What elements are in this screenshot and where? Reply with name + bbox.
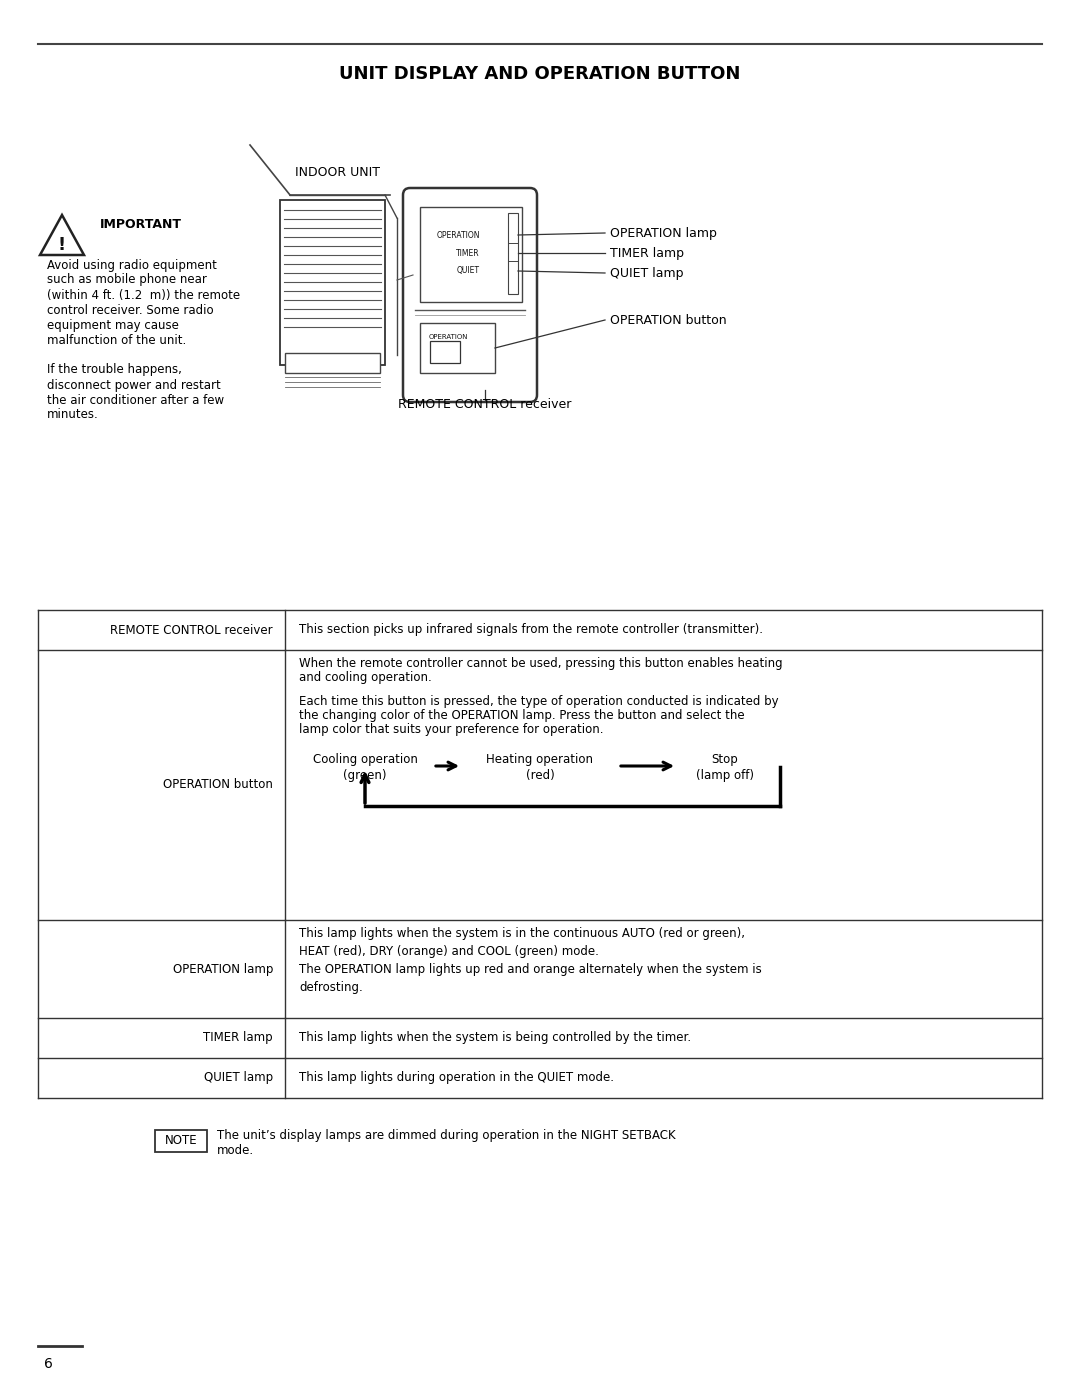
- Text: Stop: Stop: [712, 753, 739, 767]
- Text: 6: 6: [44, 1356, 53, 1370]
- Text: NOTE: NOTE: [164, 1134, 198, 1147]
- Text: defrosting.: defrosting.: [299, 982, 363, 995]
- Text: TIMER lamp: TIMER lamp: [610, 246, 684, 260]
- Bar: [430, 341, 460, 363]
- Text: mode.: mode.: [217, 1144, 254, 1158]
- Text: Cooling operation: Cooling operation: [312, 753, 418, 767]
- Text: (green): (green): [343, 770, 387, 782]
- Text: equipment may cause: equipment may cause: [48, 319, 179, 331]
- Text: TIMER: TIMER: [457, 249, 480, 257]
- Text: This section picks up infrared signals from the remote controller (transmitter).: This section picks up infrared signals f…: [299, 623, 762, 637]
- Text: malfunction of the unit.: malfunction of the unit.: [48, 334, 186, 346]
- Text: minutes.: minutes.: [48, 408, 98, 422]
- Text: IMPORTANT: IMPORTANT: [100, 218, 183, 232]
- Text: OPERATION button: OPERATION button: [610, 313, 727, 327]
- Text: the air conditioner after a few: the air conditioner after a few: [48, 394, 225, 407]
- Text: UNIT DISPLAY AND OPERATION BUTTON: UNIT DISPLAY AND OPERATION BUTTON: [339, 66, 741, 82]
- Text: lamp color that suits your preference for operation.: lamp color that suits your preference fo…: [299, 724, 604, 736]
- Text: If the trouble happens,: If the trouble happens,: [48, 363, 181, 377]
- Text: Heating operation: Heating operation: [486, 753, 594, 767]
- Text: OPERATION: OPERATION: [429, 334, 468, 339]
- Text: control receiver. Some radio: control receiver. Some radio: [48, 303, 214, 317]
- FancyBboxPatch shape: [420, 323, 495, 373]
- Text: This lamp lights when the system is in the continuous AUTO (red or green),: This lamp lights when the system is in t…: [299, 928, 745, 940]
- Text: such as mobile phone near: such as mobile phone near: [48, 274, 207, 286]
- Text: the changing color of the OPERATION lamp. Press the button and select the: the changing color of the OPERATION lamp…: [299, 710, 744, 722]
- Bar: [285, 353, 380, 373]
- Text: This lamp lights during operation in the QUIET mode.: This lamp lights during operation in the…: [299, 1071, 615, 1084]
- Text: REMOTE CONTROL receiver: REMOTE CONTROL receiver: [110, 623, 273, 637]
- Text: disconnect power and restart: disconnect power and restart: [48, 379, 220, 391]
- Text: OPERATION lamp: OPERATION lamp: [173, 963, 273, 975]
- Text: QUIET lamp: QUIET lamp: [204, 1071, 273, 1084]
- Text: OPERATION button: OPERATION button: [163, 778, 273, 792]
- FancyBboxPatch shape: [420, 207, 522, 302]
- Text: TIMER lamp: TIMER lamp: [203, 1031, 273, 1045]
- Bar: [508, 212, 518, 293]
- Text: INDOOR UNIT: INDOOR UNIT: [295, 165, 380, 179]
- Polygon shape: [40, 215, 84, 256]
- Text: Each time this button is pressed, the type of operation conducted is indicated b: Each time this button is pressed, the ty…: [299, 696, 779, 708]
- FancyBboxPatch shape: [403, 189, 537, 402]
- Text: HEAT (red), DRY (orange) and COOL (green) mode.: HEAT (red), DRY (orange) and COOL (green…: [299, 946, 599, 958]
- Text: (red): (red): [526, 770, 554, 782]
- Text: This lamp lights when the system is being controlled by the timer.: This lamp lights when the system is bein…: [299, 1031, 691, 1045]
- Text: When the remote controller cannot be used, pressing this button enables heating: When the remote controller cannot be use…: [299, 658, 783, 671]
- Text: !: !: [58, 236, 66, 254]
- Text: and cooling operation.: and cooling operation.: [299, 672, 432, 685]
- Text: OPERATION lamp: OPERATION lamp: [610, 226, 717, 239]
- Text: QUIET lamp: QUIET lamp: [610, 267, 684, 279]
- Text: The unit’s display lamps are dimmed during operation in the NIGHT SETBACK: The unit’s display lamps are dimmed duri…: [217, 1129, 676, 1141]
- Text: Avoid using radio equipment: Avoid using radio equipment: [48, 258, 217, 271]
- Text: OPERATION: OPERATION: [436, 231, 480, 239]
- Text: (lamp off): (lamp off): [696, 770, 754, 782]
- Text: (within 4 ft. (1.2  m)) the remote: (within 4 ft. (1.2 m)) the remote: [48, 289, 240, 302]
- FancyBboxPatch shape: [280, 200, 384, 365]
- Bar: [156, 1130, 207, 1153]
- Text: QUIET: QUIET: [457, 267, 480, 275]
- Text: The OPERATION lamp lights up red and orange alternately when the system is: The OPERATION lamp lights up red and ora…: [299, 964, 761, 977]
- Text: REMOTE CONTROL receiver: REMOTE CONTROL receiver: [399, 398, 571, 412]
